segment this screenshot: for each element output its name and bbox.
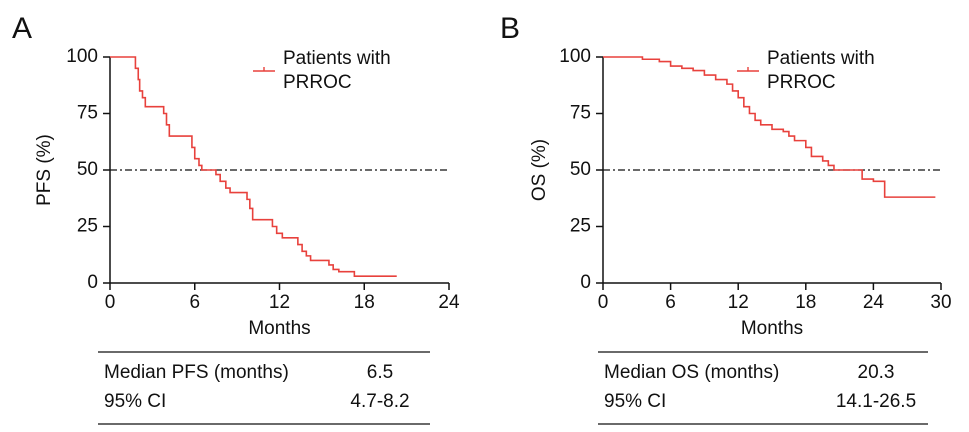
table-value: 14.1-26.5 <box>836 391 916 412</box>
y-tick-label: 50 <box>77 159 98 180</box>
survival-curve <box>110 56 397 278</box>
y-tick-label: 25 <box>77 216 98 237</box>
table-value: 20.3 <box>858 362 895 383</box>
x-tick-label: 6 <box>665 292 676 313</box>
y-tick-label: 0 <box>87 272 98 293</box>
x-tick-label: 0 <box>105 292 116 313</box>
y-tick-label: 75 <box>77 103 98 124</box>
x-tick-label: 30 <box>930 292 951 313</box>
x-tick-label: 18 <box>354 292 375 313</box>
x-tick-label: 18 <box>795 292 816 313</box>
x-tick-label: 0 <box>598 292 609 313</box>
y-tick-label: 75 <box>570 103 591 124</box>
x-tick-label: 24 <box>438 292 460 313</box>
x-axis-label: Months <box>248 318 310 339</box>
x-tick-label: 12 <box>728 292 749 313</box>
y-tick-label: 100 <box>66 46 98 67</box>
table-label: Median PFS (months) <box>104 362 289 383</box>
panel-label: A <box>12 12 32 45</box>
y-tick-label: 100 <box>559 46 591 67</box>
y-tick-label: 25 <box>570 216 591 237</box>
y-tick-label: 50 <box>570 159 591 180</box>
x-tick-label: 12 <box>269 292 290 313</box>
x-tick-label: 6 <box>189 292 200 313</box>
y-axis-label: OS (%) <box>529 139 550 201</box>
table-label: 95% CI <box>104 391 166 412</box>
legend-label: Patients with PRROC <box>283 48 391 93</box>
table-value: 4.7-8.2 <box>350 391 409 412</box>
legend-label: Patients with PRROC <box>767 48 875 93</box>
table-label: Median OS (months) <box>604 362 779 383</box>
table-label: 95% CI <box>604 391 666 412</box>
table-value: 6.5 <box>367 362 393 383</box>
y-axis-label: PFS (%) <box>34 134 55 206</box>
panel-label: B <box>500 12 520 45</box>
survival-curve <box>603 56 936 198</box>
x-tick-label: 24 <box>863 292 885 313</box>
x-axis-label: Months <box>741 318 803 339</box>
y-tick-label: 0 <box>580 272 591 293</box>
